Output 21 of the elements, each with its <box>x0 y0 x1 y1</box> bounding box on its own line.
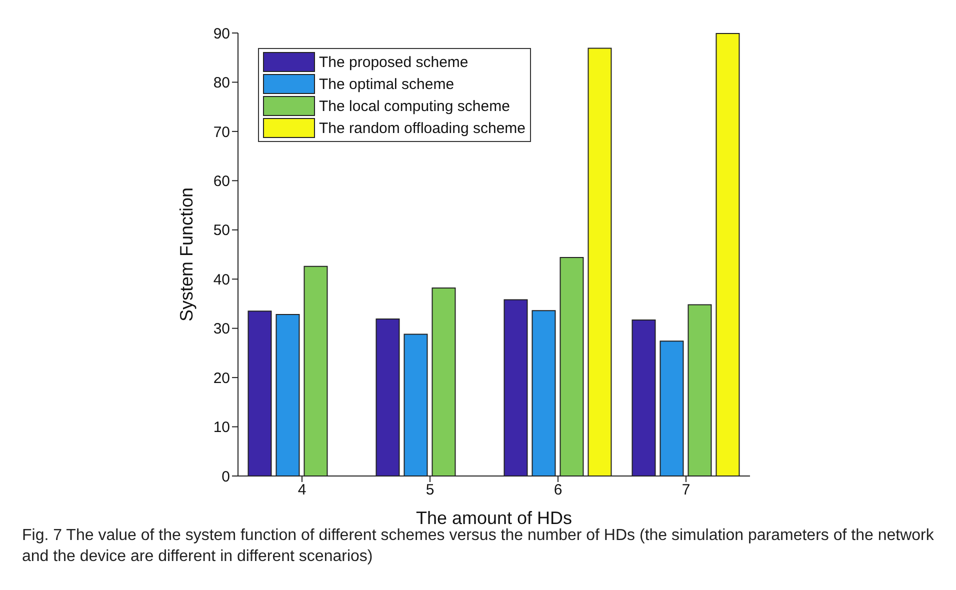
x-tick-label: 5 <box>426 482 434 499</box>
legend-label: The random offloading scheme <box>319 120 526 136</box>
y-tick-label: 70 <box>213 124 230 141</box>
y-axis-title: System Function <box>176 187 196 322</box>
legend-label: The local computing scheme <box>319 98 510 114</box>
legend-label: The proposed scheme <box>319 54 468 70</box>
x-tick-label: 4 <box>298 482 306 499</box>
y-tick-label: 60 <box>213 172 230 190</box>
y-tick-label: 30 <box>213 320 230 338</box>
caption: Fig. 7 The value of the system function of different schemes versus the number of HDs (the simulation parameters of the network and the device are different in different scenarios) <box>22 526 934 567</box>
y-tick-label: 50 <box>213 222 230 240</box>
x-axis-title: The amount of HDs <box>416 508 572 528</box>
legend-label: The optimal scheme <box>319 76 454 92</box>
y-tick-label: 80 <box>213 74 230 92</box>
y-tick-label: 10 <box>213 419 230 436</box>
x-tick-label: 6 <box>554 482 562 499</box>
y-tick-label: 20 <box>213 370 230 387</box>
x-tick-label: 7 <box>682 482 690 499</box>
y-tick-label: 0 <box>222 468 230 486</box>
y-tick-label: 90 <box>213 25 230 42</box>
y-tick-label: 40 <box>213 271 230 288</box>
